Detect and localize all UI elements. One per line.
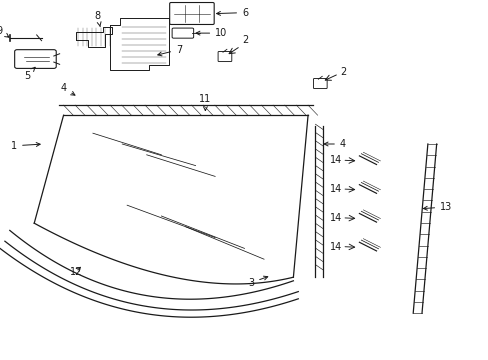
Text: 4: 4 (324, 139, 346, 149)
Text: 1: 1 (11, 141, 40, 151)
FancyBboxPatch shape (313, 78, 326, 89)
Text: 11: 11 (199, 94, 211, 111)
FancyBboxPatch shape (172, 28, 193, 38)
FancyBboxPatch shape (218, 51, 231, 62)
Text: 3: 3 (247, 276, 267, 288)
Text: 12: 12 (69, 267, 82, 277)
Text: 6: 6 (216, 8, 248, 18)
Polygon shape (110, 18, 168, 70)
Text: 2: 2 (339, 67, 346, 77)
Text: 7: 7 (158, 45, 182, 56)
Text: 4: 4 (61, 83, 75, 95)
Text: 9: 9 (0, 26, 9, 37)
Text: 8: 8 (95, 11, 101, 27)
Text: 2: 2 (242, 35, 248, 45)
Text: 14: 14 (329, 184, 342, 194)
Text: 14: 14 (329, 242, 342, 252)
Text: 10: 10 (196, 28, 227, 38)
Polygon shape (76, 27, 112, 47)
Text: 13: 13 (423, 202, 451, 212)
Text: 5: 5 (24, 67, 35, 81)
Text: 14: 14 (329, 213, 342, 223)
FancyBboxPatch shape (169, 3, 214, 24)
Text: 14: 14 (329, 155, 342, 165)
